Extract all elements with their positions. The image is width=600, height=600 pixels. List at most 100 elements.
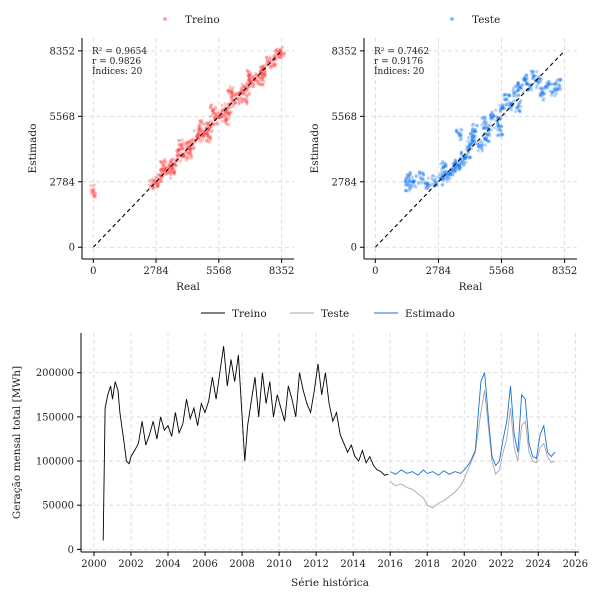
scatter-point [228,111,233,115]
series-lines [102,346,556,541]
scatter-point [274,54,278,58]
scatter-point [182,153,186,158]
scatter-point [207,140,211,144]
scatter-point [167,170,171,174]
scatter-point [504,97,508,101]
scatter-point [459,165,463,169]
scatter-point [452,171,456,175]
scatter-point [470,129,475,133]
scatter-point [176,148,181,152]
scatter-point [186,144,191,148]
scatter-point [156,182,160,186]
x-tick-label: 2000 [81,559,106,570]
scatter-point [226,110,230,114]
scatter-point [233,93,238,97]
scatter-point [217,111,221,115]
scatter-point [490,117,494,122]
scatter-point [558,84,562,89]
scatter-point [464,148,468,152]
scatter-point [245,88,249,92]
scatter-point [170,170,175,174]
x-axis-label: Real [459,281,483,293]
scatter-point [175,151,180,155]
scatter-point [206,127,210,131]
scatter-point [226,111,230,115]
scatter-point [148,179,152,184]
scatter-point [261,82,265,86]
scatter-point [196,133,200,137]
scatter-point [226,105,231,110]
scatter-point [213,107,218,111]
scatter-point [247,77,251,81]
scatter-point [223,112,228,116]
scatter-point [407,185,411,189]
scatter-point [476,149,480,153]
scatter-point [156,183,160,187]
scatter-point [249,75,253,80]
scatter-point [211,110,215,115]
scatter-point [274,48,278,52]
scatter-point [247,79,251,83]
scatter-point [210,129,215,133]
scatter-point [194,135,199,139]
scatter-point [538,76,542,81]
scatter-point [258,82,262,86]
scatter-point [557,83,561,87]
scatter-point [477,146,481,150]
scatter-point [247,92,251,97]
scatter-point [189,138,194,142]
scatter-point [227,113,231,118]
scatter-point [486,132,490,137]
scatter-point [162,169,166,173]
scatter-point [259,78,263,82]
x-tick-label: 2020 [451,559,476,570]
scatter-point [470,137,475,142]
scatter-point [91,192,95,196]
scatter-point [512,91,516,95]
scatter-point [208,135,213,139]
scatter-point [276,50,280,54]
scatter-point [170,166,174,170]
scatter-point [261,64,265,68]
scatter-point [234,92,238,96]
scatter-point [263,72,267,76]
scatter-point [476,144,480,148]
x-tick-label: 2784 [143,266,168,277]
scatter-point [420,181,424,185]
scatter-point [479,143,483,148]
scatter-point [483,115,488,119]
scatter-point [166,171,170,175]
scatter-point [229,105,233,109]
scatter-point [516,81,520,85]
scatter-point [408,180,412,184]
scatter-point [168,172,172,176]
scatter-point [408,179,413,184]
scatter-point [445,170,449,175]
scatter-point [92,194,96,198]
scatter-point [521,83,525,87]
scatter-point [230,91,234,95]
legend-teste: Teste [450,14,500,26]
scatter-point [488,112,492,117]
scatter-point [482,116,486,120]
x-tick-label: 2004 [155,559,180,570]
scatter-point [417,170,422,175]
scatter-point [481,126,485,130]
scatter-point [202,134,206,138]
series-line-estimado [390,372,556,476]
scatter-point [467,144,472,149]
scatter-point [540,91,545,95]
scatter-point [471,139,475,143]
scatter-point [217,115,221,119]
scatter-point [210,107,214,111]
scatter-point [163,157,167,161]
scatter-point [233,101,237,106]
scatter-point [185,151,189,155]
scatter-point [417,180,421,184]
scatter-point [215,121,219,125]
scatter-point [265,60,269,64]
scatter-point [162,164,166,168]
scatter-point [192,129,196,133]
scatter-point [446,177,450,181]
scatter-point [198,123,202,127]
